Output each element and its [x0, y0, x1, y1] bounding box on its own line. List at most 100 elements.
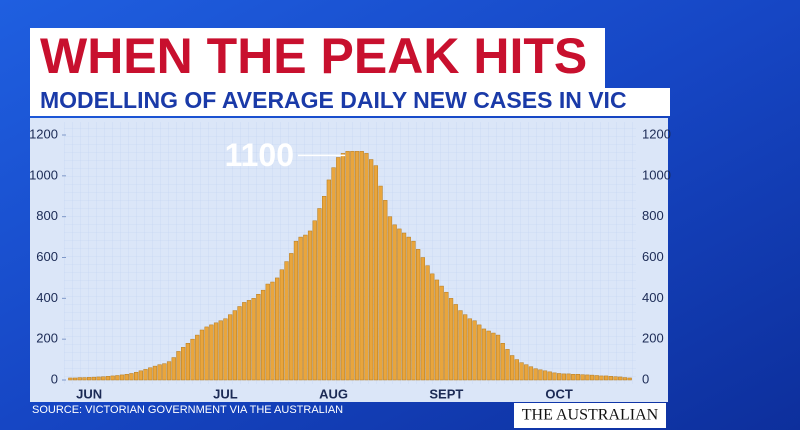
bar — [430, 273, 435, 381]
bar — [467, 318, 472, 381]
bar — [166, 361, 172, 381]
bar — [599, 375, 604, 381]
x-tick-label: OCT — [545, 386, 573, 401]
bar — [622, 377, 628, 381]
bar — [284, 261, 289, 381]
bar — [510, 355, 515, 381]
bar — [463, 314, 468, 381]
bar — [519, 362, 524, 381]
bar — [416, 249, 421, 381]
bar — [538, 369, 543, 381]
bar — [124, 374, 129, 381]
bar — [336, 157, 341, 381]
bar — [251, 298, 256, 381]
bar — [345, 151, 350, 381]
y-tick-label: 1200 — [29, 126, 58, 141]
y2-tick-label: 1000 — [642, 167, 671, 182]
bar — [298, 236, 303, 381]
y2-tick-label: 1200 — [642, 126, 671, 141]
bar — [425, 265, 430, 381]
y2-tick-label: 400 — [642, 290, 664, 305]
bar — [91, 376, 96, 381]
bar — [542, 370, 548, 381]
bar — [373, 165, 378, 381]
y-tick-label: 800 — [36, 208, 58, 223]
bar — [246, 300, 252, 381]
bar — [293, 240, 299, 381]
bar — [218, 320, 223, 381]
bar — [190, 338, 195, 381]
bar — [411, 240, 416, 381]
bar — [458, 310, 463, 381]
y2-tick-label: 200 — [642, 331, 664, 346]
bar — [265, 283, 270, 381]
bar — [232, 310, 237, 381]
bar — [68, 377, 73, 381]
bar — [524, 364, 529, 381]
bar — [481, 328, 487, 381]
bar — [105, 376, 111, 381]
bar — [369, 159, 374, 381]
bar — [491, 332, 496, 381]
bar — [561, 373, 566, 381]
bar — [505, 349, 510, 381]
title-box — [30, 28, 605, 88]
bar — [157, 364, 162, 381]
bar — [340, 153, 346, 381]
bar — [387, 216, 393, 381]
bar — [322, 196, 327, 381]
subtitle-box — [30, 88, 670, 116]
bar — [397, 228, 402, 381]
x-tick-label: AUG — [319, 386, 348, 401]
bar — [289, 253, 294, 381]
bar — [571, 374, 576, 381]
bar — [110, 375, 115, 381]
bar — [434, 279, 440, 381]
bar — [552, 372, 557, 381]
bar — [185, 343, 190, 381]
bar — [401, 232, 407, 381]
y-tick-label: 400 — [36, 290, 58, 305]
bar — [608, 376, 613, 381]
plot-grid — [64, 122, 636, 384]
bar — [307, 230, 313, 381]
chart-title: WHEN THE PEAK HITS — [40, 28, 587, 84]
logo: THE AUSTRALIAN — [522, 407, 659, 424]
bar — [604, 375, 609, 381]
bar — [378, 185, 383, 381]
bar — [439, 285, 444, 381]
y2-tick-label: 600 — [642, 249, 664, 264]
bar — [495, 334, 501, 381]
x-tick-label: JUN — [76, 386, 102, 401]
bar — [242, 302, 247, 381]
bar — [618, 376, 623, 381]
bar — [148, 367, 153, 381]
bar — [500, 343, 505, 381]
bar — [134, 371, 139, 381]
bar — [406, 236, 411, 381]
bar — [256, 294, 261, 381]
bar — [223, 318, 228, 381]
bar — [547, 371, 552, 381]
bar — [279, 269, 284, 381]
bar — [101, 376, 106, 381]
y-tick-label: 1000 — [29, 167, 58, 182]
logo-box — [514, 403, 666, 428]
bar — [199, 329, 205, 381]
bar — [87, 377, 92, 381]
bar — [77, 377, 82, 381]
bar — [162, 363, 167, 381]
bar — [204, 326, 209, 381]
bar — [115, 375, 120, 381]
bar — [209, 324, 214, 381]
bar — [444, 291, 449, 381]
y2-tick-label: 800 — [642, 208, 664, 223]
bar — [260, 289, 266, 381]
bar — [72, 377, 78, 381]
bar — [472, 320, 477, 381]
bar — [448, 298, 454, 381]
bar — [270, 281, 275, 381]
bar — [575, 374, 581, 381]
bar — [181, 347, 186, 381]
